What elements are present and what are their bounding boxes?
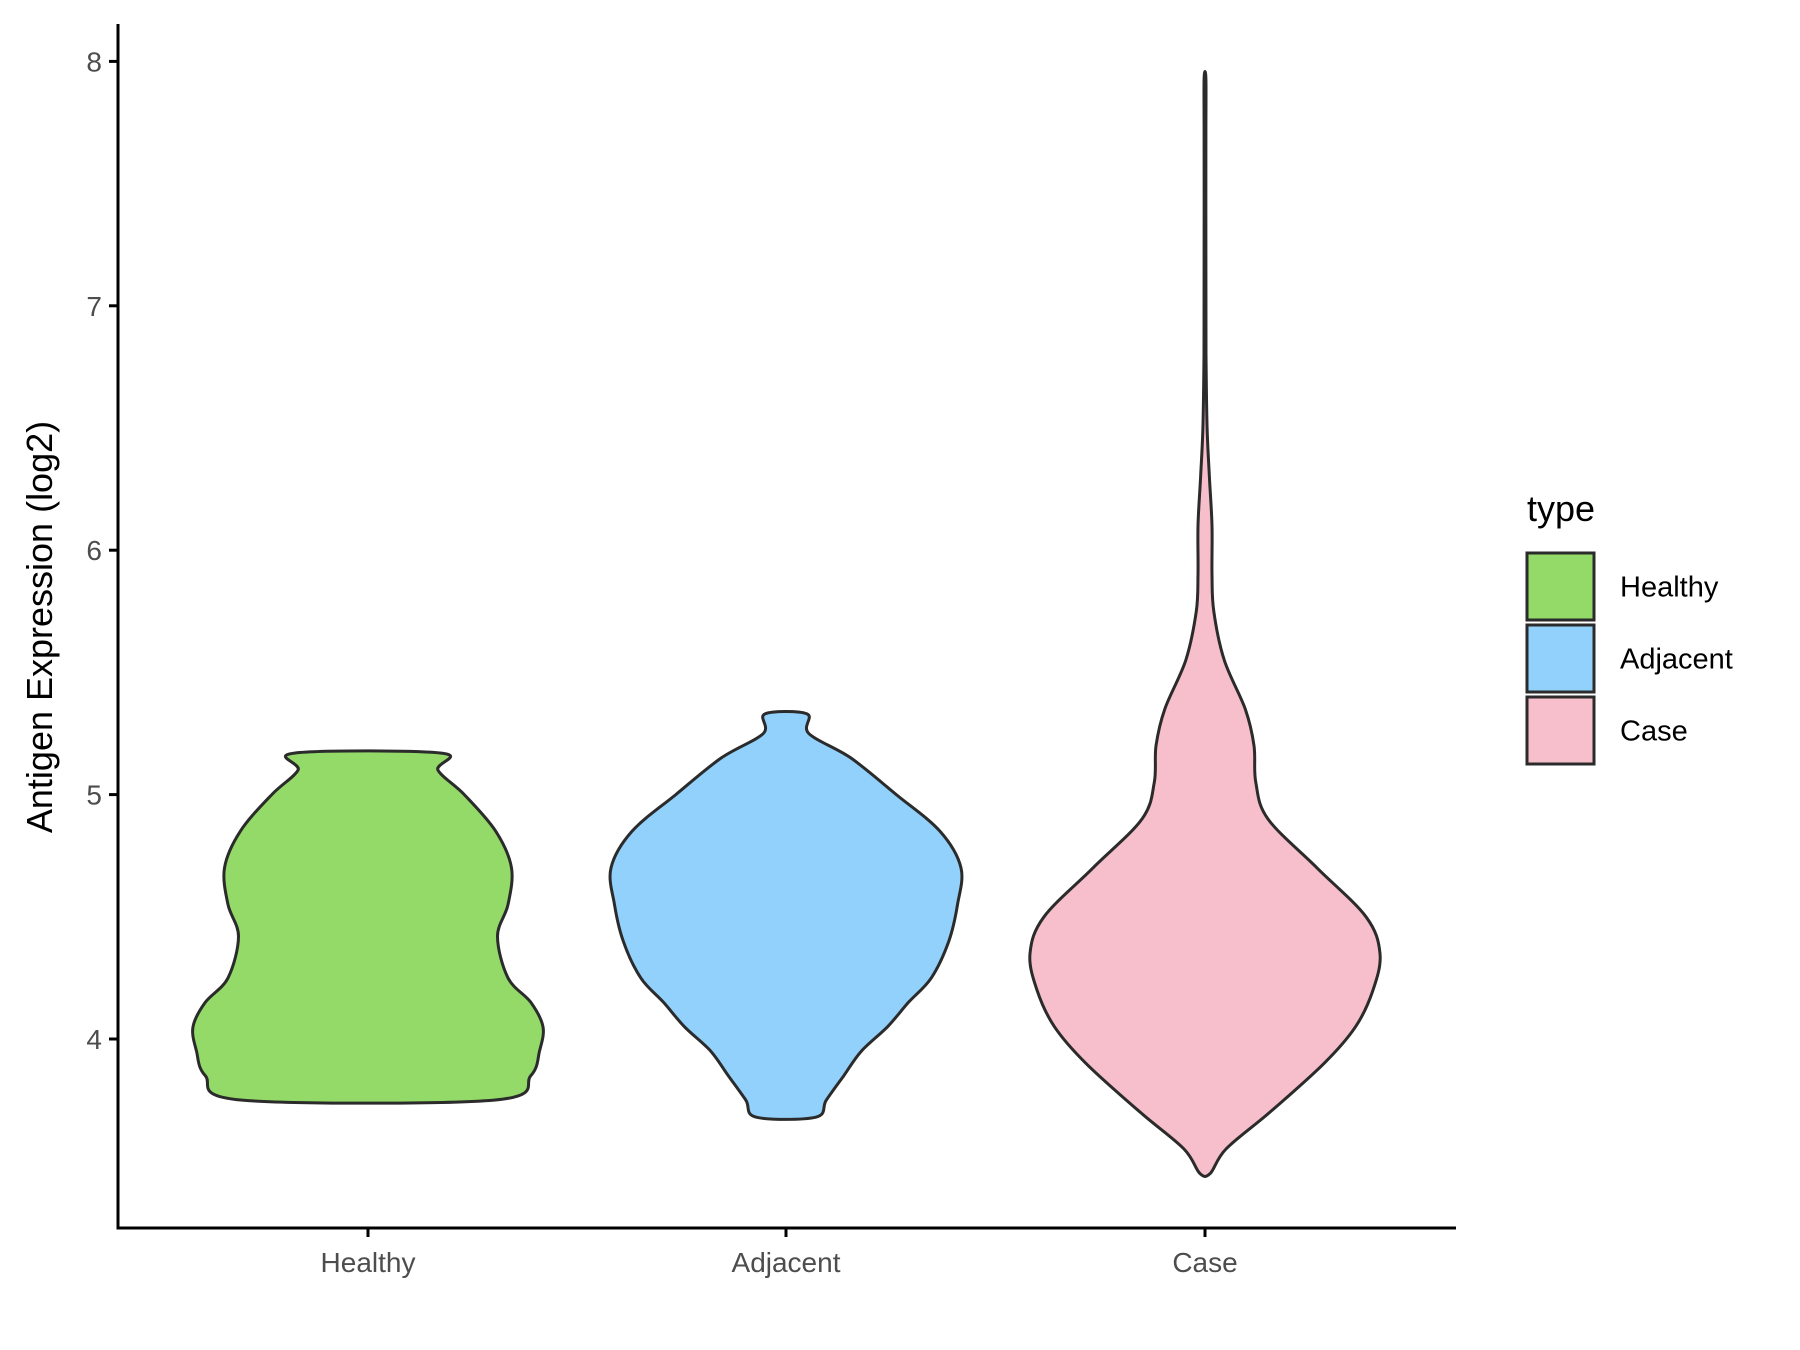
x-ticks: Healthy Adjacent Case: [321, 1228, 1238, 1278]
violin-adjacent: [608, 710, 964, 1121]
legend-label-healthy: Healthy: [1620, 572, 1719, 604]
legend-items: Healthy Adjacent Case: [1525, 551, 1733, 766]
legend-key-healthy: [1525, 551, 1596, 622]
violin-group: [191, 69, 1382, 1178]
violin-healthy: [191, 749, 545, 1105]
legend: type Healthy Adjacent Case: [1525, 488, 1733, 766]
legend-key-case: [1525, 695, 1596, 766]
y-tick-label: 6: [86, 535, 102, 566]
legend-key-adjacent: [1525, 623, 1596, 694]
legend-label-adjacent: Adjacent: [1620, 644, 1733, 676]
legend-title: type: [1527, 488, 1595, 529]
y-axis-title: Antigen Expression (log2): [19, 421, 60, 833]
x-tick-label: Healthy: [321, 1247, 416, 1278]
x-tick-label: Case: [1172, 1247, 1237, 1278]
legend-label-case: Case: [1620, 716, 1688, 748]
y-tick-label: 5: [86, 780, 102, 811]
y-tick-label: 7: [86, 291, 102, 322]
y-tick-label: 8: [86, 46, 102, 77]
violin-case: [1028, 69, 1382, 1178]
y-tick-label: 4: [86, 1024, 102, 1055]
y-ticks: 4 5 6 7 8: [86, 46, 118, 1055]
x-tick-label: Adjacent: [732, 1247, 841, 1278]
axes: 4 5 6 7 8 Healthy Adjacent Case: [86, 24, 1456, 1278]
